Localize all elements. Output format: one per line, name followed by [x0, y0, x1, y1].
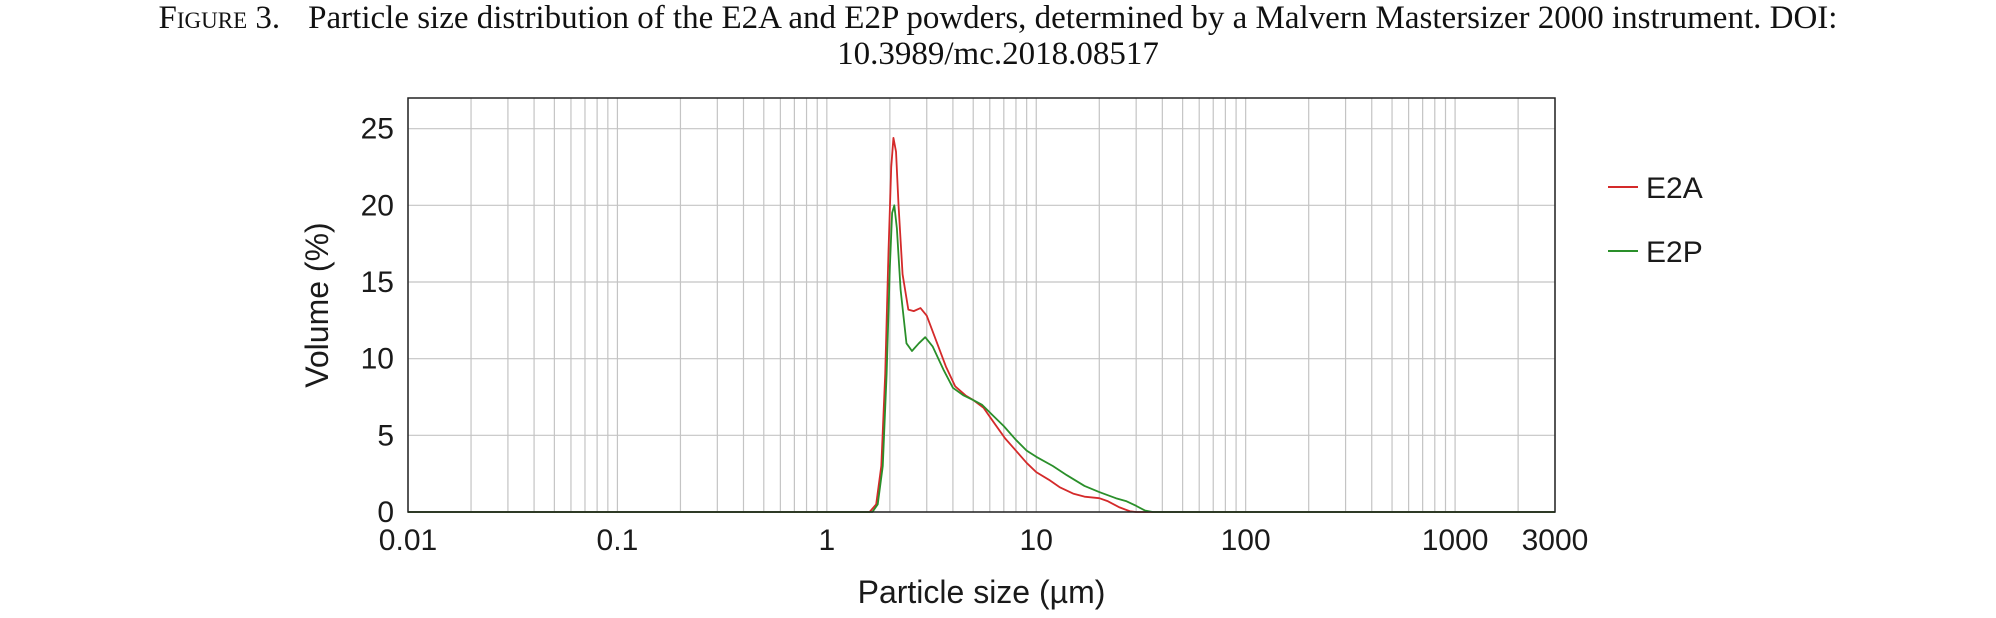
caption-text: Particle size distribution of the E2A an… [308, 0, 1838, 36]
legend: E2A E2P [1608, 172, 1703, 269]
y-tick-label: 5 [377, 419, 394, 452]
x-tick-label: 100 [1221, 524, 1271, 557]
caption-line-2: 10.3989/mc.2018.08517 [837, 36, 1159, 72]
caption-line-1: Figure 3. Particle size distribution of t… [0, 0, 1996, 36]
x-tick-label: 3000 [1522, 524, 1589, 557]
x-axis-title: Particle size (µm) [858, 574, 1106, 610]
series-line-e2p [408, 204, 1555, 513]
x-tick-label: 1000 [1422, 524, 1489, 557]
plot-frame [407, 97, 1556, 513]
grid-lines [407, 98, 1556, 513]
figure-caption: Figure 3. Particle size distribution of t… [0, 0, 1996, 72]
y-tick-label: 15 [361, 266, 394, 299]
series-lines [408, 136, 1555, 513]
y-tick-labels: 0 5 10 15 20 25 [361, 113, 394, 529]
y-tick-label: 20 [361, 189, 394, 222]
legend-label-e2a: E2A [1646, 172, 1703, 205]
y-tick-label: 10 [361, 343, 394, 376]
x-tick-label: 10 [1020, 524, 1053, 557]
y-axis-title: Volume (%) [299, 222, 335, 387]
caption-label: Figure 3. [158, 0, 281, 36]
x-tick-label: 0.1 [597, 524, 639, 557]
legend-label-e2p: E2P [1646, 236, 1703, 269]
x-tick-label: 1 [818, 524, 835, 557]
x-tick-label: 0.01 [379, 524, 437, 557]
y-tick-label: 25 [361, 113, 394, 146]
x-tick-labels: 0.01 0.1 1 10 100 1000 3000 [379, 524, 1589, 557]
y-tick-label: 0 [377, 496, 394, 529]
series-line-e2a [408, 136, 1555, 513]
